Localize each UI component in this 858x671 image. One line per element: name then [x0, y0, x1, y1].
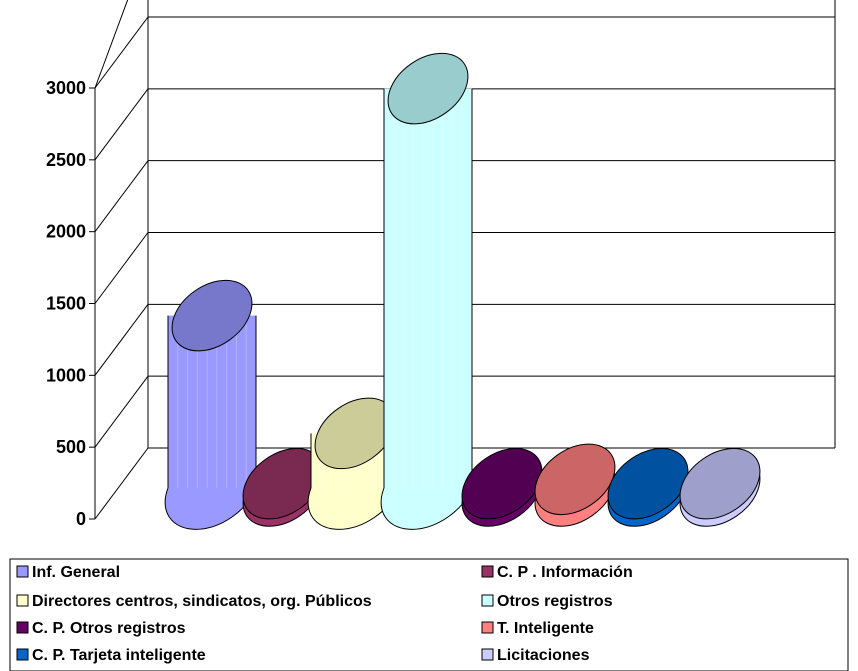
- depth-line: [94, 447, 149, 520]
- legend-item-label: Licitaciones: [497, 647, 590, 664]
- legend-item-label: Otros registros: [497, 593, 613, 610]
- depth-line: [94, 304, 149, 376]
- y-tick-label: 500: [56, 437, 86, 457]
- depth-line: [94, 375, 149, 448]
- bar-top: [171, 279, 253, 352]
- legend-item-label: Inf. General: [32, 564, 120, 581]
- chart-bars: [164, 52, 761, 530]
- legend-swatch: [481, 594, 494, 607]
- legend-swatch: [481, 621, 494, 634]
- legend-box: [9, 558, 849, 671]
- legend-swatch: [481, 648, 494, 661]
- legend-item-label: T. Inteligente: [497, 620, 594, 637]
- cylinder-bar: [242, 447, 324, 527]
- depth-line: [94, 88, 149, 161]
- bar-bottom: [380, 487, 473, 530]
- legend-swatch: [16, 594, 29, 607]
- bar-top: [607, 447, 689, 520]
- legend-swatch: [16, 648, 29, 661]
- chart-axes: 0 500 1000 1500 2000 2500 3000: [46, 0, 836, 529]
- bar-bottom: [164, 487, 257, 530]
- cylinder-bar: [607, 447, 689, 527]
- y-tick-label: 2500: [46, 150, 86, 170]
- y-tick-label: 1500: [46, 294, 86, 314]
- bar-top: [679, 447, 761, 520]
- cylinder-bar: [380, 52, 473, 530]
- y-tick-label: 3000: [46, 78, 86, 98]
- bar-top: [534, 443, 616, 516]
- depth-line: [94, 232, 149, 304]
- y-tick-label: 2000: [46, 222, 86, 242]
- legend-item-label: Directores centros, sindicatos, org. Púb…: [32, 593, 372, 610]
- cylinder-bar: [679, 447, 761, 527]
- depth-line: [94, 160, 149, 232]
- legend-swatch: [16, 621, 29, 634]
- legend-item-label: C. P . Información: [497, 564, 633, 581]
- y-tick-label: 1000: [46, 365, 86, 385]
- legend-item-label: C. P. Tarjeta inteligente: [32, 647, 206, 664]
- legend-swatch: [481, 565, 494, 578]
- chart-legend: Inf. General C. P . Información Directores…: [9, 558, 849, 671]
- depth-line: [94, 16, 149, 89]
- cylinder-bar: [461, 447, 543, 527]
- legend-swatch: [16, 565, 29, 578]
- bar-body: [384, 88, 472, 489]
- cylinder-bar: [534, 443, 616, 527]
- y-tick-label: 0: [76, 509, 86, 529]
- depth-line: [94, 0, 129, 89]
- legend-item-label: C. P. Otros registros: [32, 620, 186, 637]
- bar-top: [387, 52, 469, 125]
- bar-top: [461, 447, 543, 520]
- cylinder-bar: [164, 279, 257, 530]
